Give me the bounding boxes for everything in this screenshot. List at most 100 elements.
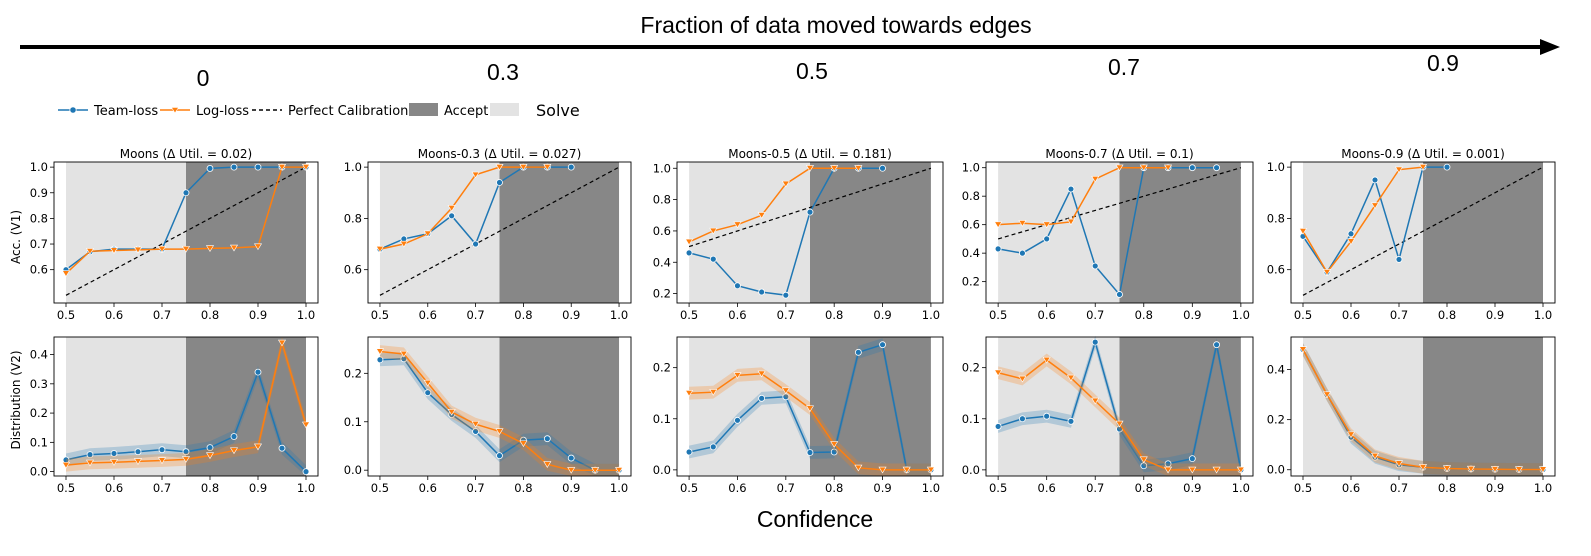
log-loss-point xyxy=(685,238,694,246)
team-loss-point xyxy=(1443,163,1451,171)
log-loss-point xyxy=(205,452,215,460)
x-tick-label: 0.6 xyxy=(105,481,123,495)
team-loss-point xyxy=(1188,164,1196,172)
team-loss-band xyxy=(998,335,1241,476)
x-tick-label: 0.8 xyxy=(514,481,532,495)
solve-region xyxy=(1303,337,1423,476)
log-loss-point xyxy=(733,372,742,379)
log-loss-point xyxy=(519,164,528,171)
log-loss-point xyxy=(1370,202,1380,210)
legend-log-marker xyxy=(170,107,180,114)
y-tick-label: 1.0 xyxy=(653,161,671,175)
team-loss-point xyxy=(230,433,238,440)
team-loss-point xyxy=(806,208,814,216)
log-loss-point xyxy=(926,466,935,474)
x-tick-label: 0.6 xyxy=(1342,308,1360,322)
subplot-top: 0.5 0.6 0.7 0.8 0.9 1.0 0.6 0.8 1.0 xyxy=(344,160,632,322)
log-loss-point xyxy=(157,457,167,465)
log-loss-point xyxy=(375,246,384,253)
x-tick-label: 0.7 xyxy=(153,481,171,495)
log-loss-point xyxy=(1212,466,1221,474)
log-loss-point xyxy=(878,466,887,474)
team-loss-point xyxy=(709,443,717,451)
team-loss-point xyxy=(567,163,575,171)
y-tick-label: 0.6 xyxy=(962,218,980,232)
log-loss-point xyxy=(1018,220,1027,227)
legend-perfect-label: Perfect Calibration xyxy=(288,104,408,119)
team-loss-point xyxy=(1116,291,1123,298)
y-tick-label: 0.4 xyxy=(1267,363,1285,377)
y-tick-label: 0.8 xyxy=(653,193,671,207)
log-loss-point xyxy=(1346,238,1356,246)
team-loss-point xyxy=(543,435,551,443)
team-loss-band xyxy=(1303,343,1543,476)
log-loss-point xyxy=(519,440,528,448)
team-loss-point xyxy=(1067,185,1075,193)
x-tick-label: 0.5 xyxy=(989,308,1007,322)
subplot-top: 0.5 0.6 0.7 0.8 0.9 1.0 0.6 0.8 1.0 xyxy=(1267,160,1556,322)
y-tick-label: 1.0 xyxy=(344,160,362,174)
x-tick-label: 0.7 xyxy=(153,308,171,322)
perfect-calibration-line xyxy=(379,166,620,296)
log-loss-point xyxy=(61,270,71,278)
team-loss-point xyxy=(1043,235,1051,243)
solve-region xyxy=(689,162,810,303)
x-tick-label: 0.6 xyxy=(1038,308,1056,322)
y-tick-label: 0.6 xyxy=(30,263,48,277)
y-tick-label: 0.2 xyxy=(30,406,48,420)
log-loss-point xyxy=(133,458,143,465)
panel-title: Moons-0.5 (Δ Util. = 0.181) xyxy=(728,147,892,161)
x-tick-label: 1.0 xyxy=(922,481,940,495)
x-tick-label: 0.8 xyxy=(1135,308,1153,322)
team-loss-band xyxy=(379,352,620,476)
log-loss-point xyxy=(805,165,815,172)
x-tick-label: 0.7 xyxy=(466,481,484,495)
team-loss-point xyxy=(1091,338,1099,346)
log-loss-point xyxy=(1042,221,1051,229)
team-loss-point xyxy=(1213,341,1220,349)
x-tick-label: 0.6 xyxy=(1038,481,1056,495)
log-loss-point xyxy=(543,461,552,468)
y-tick-label: 0.6 xyxy=(344,263,362,277)
x-tick-label: 1.0 xyxy=(610,481,628,495)
team-loss-point xyxy=(496,452,503,460)
log-loss-point xyxy=(495,428,504,436)
team-loss-point xyxy=(254,368,262,376)
log-loss-point xyxy=(1466,465,1476,473)
log-loss-band xyxy=(1303,343,1543,476)
axes-frame xyxy=(1290,161,1556,304)
log-loss-point xyxy=(1394,166,1404,174)
team-loss-point xyxy=(685,448,693,456)
solve-region xyxy=(66,162,186,303)
accept-region xyxy=(810,162,931,303)
x-tick-label: 0.6 xyxy=(728,481,746,495)
log-loss-point xyxy=(854,464,863,472)
log-loss-point xyxy=(854,165,863,172)
x-tick-label: 0.5 xyxy=(1294,308,1312,322)
log-loss-point xyxy=(615,467,624,474)
team-loss-point xyxy=(182,448,190,456)
x-tick-label: 0.6 xyxy=(728,308,746,322)
team-loss-point xyxy=(496,179,503,186)
x-tick-label: 0.9 xyxy=(873,481,891,495)
log-loss-point xyxy=(1091,175,1100,183)
log-loss-point xyxy=(1298,346,1308,354)
team-loss-point xyxy=(758,288,766,296)
y-tick-label: 0.2 xyxy=(962,361,980,375)
x-axis-label: Confidence xyxy=(757,506,873,532)
x-tick-label: 0.5 xyxy=(57,481,75,495)
accept-region xyxy=(810,337,931,476)
log-loss-point xyxy=(253,443,263,451)
y-tick-label: 1.0 xyxy=(30,160,48,174)
log-loss-point xyxy=(301,164,311,171)
log-loss-point xyxy=(85,248,95,255)
team-loss-point xyxy=(994,423,1002,430)
x-tick-label: 0.5 xyxy=(57,308,75,322)
x-tick-label: 0.8 xyxy=(201,481,219,495)
log-loss-line xyxy=(379,166,548,250)
panel-title: Moons-0.7 (Δ Util. = 0.1) xyxy=(1045,147,1193,161)
log-loss-point xyxy=(685,390,694,397)
x-tick-label: 0.5 xyxy=(371,308,389,322)
y-tick-label: 0.0 xyxy=(962,463,980,477)
log-loss-point xyxy=(181,246,191,253)
